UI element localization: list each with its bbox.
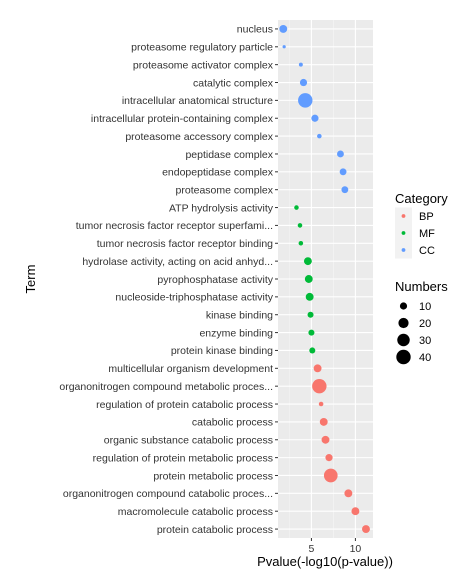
category-legend-label: MF [419,228,435,240]
numbers-legend-dot [396,349,411,365]
data-point [325,454,333,462]
data-point [351,507,360,516]
y-tick-label: enzyme binding [199,327,273,339]
x-tick-label: 5 [309,543,315,555]
data-point [317,133,322,139]
data-point [298,240,304,246]
y-tick-label: hydrolase activity, acting on acid anhyd… [82,256,273,268]
numbers-legend-dot [397,333,410,347]
y-axis-title: Term [23,265,38,294]
data-point [339,168,347,176]
data-point [311,114,319,122]
y-tick-label: organonitrogen compound metabolic proces… [59,381,273,393]
y-tick-label: multicellular organism development [108,363,273,375]
data-points [279,24,370,534]
y-tick-label: regulation of protein catabolic process [96,399,273,411]
data-point [313,364,322,373]
data-point [309,347,316,354]
y-tick-label: catalytic complex [193,77,274,89]
data-point [323,468,338,483]
x-tick-label: 10 [350,543,362,555]
numbers-legend-label: 10 [419,301,431,313]
data-point [294,205,299,210]
data-point [304,275,313,283]
data-point [362,525,370,534]
category-legend-title: Category [395,191,448,206]
numbers-legend-label: 30 [419,335,431,347]
y-tick-label: nucleoside-triphosphatase activity [115,292,273,304]
y-tick-label: proteasome complex [176,184,274,196]
category-legend-label: CC [419,245,435,257]
category-legend-dot [401,248,406,252]
data-point [282,45,286,49]
y-tick-label: kinase binding [206,310,273,322]
data-point [308,329,315,336]
y-tick-label: catabolic process [192,417,273,429]
data-point [298,62,303,67]
numbers-legend-label: 40 [419,352,431,364]
y-tick-label: protein kinase binding [171,345,273,357]
data-point [321,435,330,444]
y-tick-label: protein catabolic process [157,524,273,536]
data-point [299,78,308,87]
category-legend-label: BP [419,211,434,223]
y-tick-label: tumor necrosis factor receptor binding [97,238,273,250]
category-legend-dot [401,231,406,235]
y-tick-label: proteasome regulatory particle [131,42,273,54]
data-point [337,150,344,158]
category-legend: Category BP MF CC [395,191,448,259]
y-tick-label: proteasome activator complex [133,59,274,71]
data-point [307,311,314,318]
data-point [318,401,324,407]
x-axis-title: Pvalue(-log10(p-value)) [257,554,393,569]
y-tick-label: organic substance catabolic process [104,435,273,447]
data-point [312,378,327,394]
data-point [319,417,328,426]
y-axis: nucleus proteasome regulatory particle pro… [59,24,278,536]
y-tick-label: endopeptidase complex [162,167,274,179]
numbers-legend-dot [399,302,408,310]
y-tick-label: intracellular protein-containing complex [91,113,274,125]
category-legend-dot [401,214,406,218]
numbers-legend: Numbers 10 20 30 40 [395,279,448,365]
numbers-legend-dot [398,317,409,329]
y-tick-label: pyrophosphatase activity [157,274,273,286]
y-tick-label: nucleus [237,24,273,36]
data-point [305,292,314,301]
numbers-legend-title: Numbers [395,279,448,294]
y-tick-label: protein metabolic process [153,470,273,482]
data-point [344,489,353,498]
y-tick-label: tumor necrosis factor receptor superfami… [76,220,273,232]
y-tick-label: regulation of protein metabolic process [93,452,273,464]
data-point [298,93,313,108]
y-tick-label: ATP hydrolysis activity [169,202,274,214]
y-tick-label: macromolecule catabolic process [118,506,273,518]
data-point [341,186,349,194]
numbers-legend-label: 20 [419,318,431,330]
y-tick-label: peptidase complex [185,149,273,161]
y-tick-label: intracellular anatomical structure [122,95,273,107]
data-point [279,24,288,33]
y-tick-label: organonitrogen compound catabolic proces… [63,488,273,500]
data-point [297,223,303,228]
x-axis: 5 10 [309,538,362,555]
data-point [303,257,312,266]
y-tick-label: proteasome accessory complex [125,131,273,143]
